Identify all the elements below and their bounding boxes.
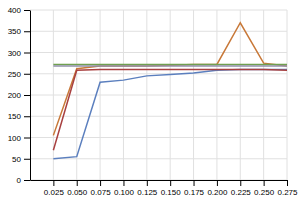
grid-line: [53, 10, 54, 180]
grid-line: [30, 10, 287, 11]
x-axis-tick: 0.250: [254, 180, 275, 197]
series-line: [53, 65, 287, 67]
x-axis-tick-mark: [53, 180, 54, 186]
chart: 0.0250.0500.0750.1000.1250.1500.1750.200…: [0, 0, 300, 200]
x-axis-tick-label: 0.125: [137, 188, 158, 197]
grid-line: [30, 95, 287, 96]
y-axis-tick: 0: [17, 176, 30, 185]
grid-line: [193, 10, 194, 180]
grid-line: [30, 158, 287, 159]
y-axis-tick-label: 250: [8, 70, 22, 79]
x-axis-tick-mark: [123, 180, 124, 186]
series-line: [53, 23, 287, 136]
x-axis-tick-label: 0.075: [91, 188, 112, 197]
x-axis-tick: 0.225: [231, 180, 252, 197]
x-axis-tick-mark: [217, 180, 218, 186]
grid-line: [287, 10, 288, 180]
grid-line: [170, 10, 171, 180]
x-axis-tick-label: 0.050: [67, 188, 88, 197]
y-axis-tick-label: 350: [8, 27, 22, 36]
series-line: [53, 64, 287, 66]
y-axis-tick: 150: [8, 112, 30, 121]
x-axis-tick: 0.075: [91, 180, 112, 197]
x-axis-tick: 0.050: [67, 180, 88, 197]
y-axis-tick-mark: [24, 159, 30, 160]
y-axis: 0 50 100 150 200 250 300 350 400: [8, 6, 31, 185]
y-axis-line: [30, 11, 31, 181]
x-axis-tick-label: 0.025: [44, 188, 65, 197]
grid-line: [30, 180, 287, 181]
grid-line: [30, 116, 287, 117]
y-axis-tick: 300: [8, 49, 30, 58]
y-axis-tick-label: 300: [8, 49, 22, 58]
grid-line: [30, 31, 287, 32]
x-axis-tick-label: 0.175: [184, 188, 205, 197]
grid-line: [146, 10, 147, 180]
y-axis-tick: 350: [8, 27, 30, 36]
plot-area: 0.0250.0500.0750.1000.1250.1500.1750.200…: [8, 6, 298, 197]
x-axis-tick: 0.275: [277, 180, 298, 197]
grid-line: [263, 10, 264, 180]
x-axis-tick-mark: [100, 180, 101, 186]
grid-line: [30, 52, 287, 53]
y-axis-tick-label: 100: [8, 134, 22, 143]
y-axis-tick-mark: [24, 138, 30, 139]
y-axis-tick: 100: [8, 134, 30, 143]
y-axis-tick: 200: [8, 91, 30, 100]
x-axis-tick-mark: [147, 180, 148, 186]
x-axis-tick-label: 0.150: [161, 188, 182, 197]
grid-line: [30, 137, 287, 138]
series-line: [53, 70, 287, 151]
x-axis-tick-label: 0.250: [254, 188, 275, 197]
y-axis-tick-label: 400: [8, 6, 22, 15]
grid-line: [240, 10, 241, 180]
x-axis-tick-label: 0.275: [277, 188, 298, 197]
y-axis-tick-mark: [24, 95, 30, 96]
y-axis-tick: 50: [12, 155, 30, 164]
x-axis-tick: 0.175: [184, 180, 205, 197]
y-axis-tick-mark: [24, 10, 30, 11]
x-axis-tick-label: 0.225: [231, 188, 252, 197]
y-axis-tick-mark: [24, 53, 30, 54]
y-axis-tick: 250: [8, 70, 30, 79]
x-axis-tick-mark: [240, 180, 241, 186]
grid: [30, 10, 287, 180]
grid-line: [216, 10, 217, 180]
y-axis-tick-mark: [24, 31, 30, 32]
x-axis-tick-mark: [194, 180, 195, 186]
series-line: [53, 70, 287, 159]
x-axis-tick-label: 0.100: [114, 188, 135, 197]
y-axis-tick-mark: [24, 180, 30, 181]
x-axis-tick: 0.025: [44, 180, 65, 197]
x-axis-line: [31, 180, 288, 181]
y-axis-tick: 400: [8, 6, 30, 15]
grid-line: [30, 73, 287, 74]
grid-line: [123, 10, 124, 180]
x-axis-tick: 0.200: [207, 180, 228, 197]
x-axis-tick-label: 0.200: [207, 188, 228, 197]
y-axis-tick-label: 50: [12, 155, 21, 164]
y-axis-tick-mark: [24, 116, 30, 117]
x-axis-tick: 0.125: [137, 180, 158, 197]
x-axis-tick: 0.150: [161, 180, 182, 197]
grid-line: [100, 10, 101, 180]
x-axis-tick: 0.100: [114, 180, 135, 197]
lines: [53, 23, 287, 159]
y-axis-tick-label: 200: [8, 91, 22, 100]
x-axis-tick-mark: [170, 180, 171, 186]
y-axis-tick-mark: [24, 74, 30, 75]
y-axis-tick-label: 0: [17, 176, 22, 185]
x-axis-tick-mark: [264, 180, 265, 186]
x-axis-tick-mark: [77, 180, 78, 186]
y-axis-tick-label: 150: [8, 112, 22, 121]
x-axis: 0.0250.0500.0750.1000.1250.1500.1750.200…: [31, 180, 299, 197]
x-axis-tick-mark: [287, 180, 288, 186]
